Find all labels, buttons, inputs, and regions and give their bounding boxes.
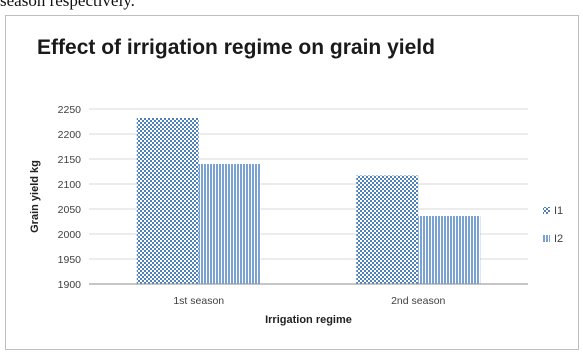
bar-i1-1 xyxy=(136,118,199,284)
legend: I1 I2 xyxy=(543,205,563,245)
bar-i2-1 xyxy=(198,164,261,284)
x-axis-title: Irrigation regime xyxy=(265,314,352,326)
y-tick-label: 1950 xyxy=(58,254,82,266)
legend-swatch-i1 xyxy=(543,207,550,214)
bar-i1-2 xyxy=(356,175,419,284)
chart-plot: 1900 1950 2000 2050 2100 2150 2200 2250 1st seas… xyxy=(29,104,563,326)
y-tick-label: 1900 xyxy=(58,279,82,291)
bars xyxy=(136,118,481,284)
y-tick-label: 2200 xyxy=(58,129,82,141)
legend-label-i1: I1 xyxy=(554,205,563,217)
x-tick-label: 2nd season xyxy=(391,295,445,307)
legend-label-i2: I2 xyxy=(554,233,563,245)
caption-fragment: season respectively. xyxy=(0,0,135,10)
y-tick-label: 2250 xyxy=(58,104,82,116)
y-tick-label: 2050 xyxy=(58,204,82,216)
axes: 1900 1950 2000 2050 2100 2150 2200 2250 1st seas… xyxy=(58,104,528,307)
y-tick-label: 2100 xyxy=(58,179,82,191)
legend-swatch-i2 xyxy=(543,235,550,242)
x-tick-label: 1st season xyxy=(173,295,224,307)
bar-i2-2 xyxy=(418,216,481,284)
chart-title: Effect of irrigation regime on grain yie… xyxy=(37,36,435,59)
chart-frame: Effect of irrigation regime on grain yie… xyxy=(5,15,579,350)
y-axis-title: Grain yield kg xyxy=(29,160,41,233)
y-tick-label: 2150 xyxy=(58,154,82,166)
y-tick-label: 2000 xyxy=(58,229,82,241)
